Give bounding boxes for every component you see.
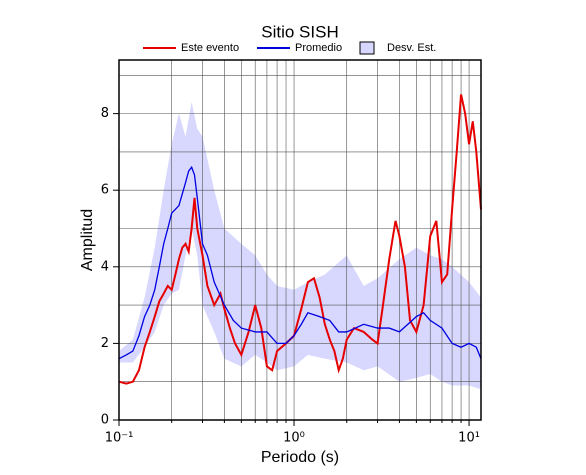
series-line — [118, 165, 482, 360]
x-tick-label: 10⁰ — [283, 431, 305, 446]
y-tick-label: 6 — [101, 183, 109, 198]
plot-frame — [118, 59, 482, 421]
x-tick-label: 10¹ — [458, 431, 480, 446]
y-tick-label: 4 — [101, 259, 109, 274]
legend-label: Desv. Est. — [387, 42, 436, 54]
legend-label: Este evento — [181, 42, 239, 54]
y-tick-label: 0 — [101, 413, 109, 428]
legend-label: Promedio — [295, 42, 342, 54]
chart-title: Sitio SISH — [261, 22, 338, 41]
y-axis-label: Amplitud — [79, 209, 96, 271]
y-tick-label: 8 — [101, 106, 109, 121]
y-tick-label: 2 — [101, 336, 109, 351]
legend-swatch — [359, 41, 375, 55]
x-tick-label: 10⁻¹ — [105, 431, 134, 446]
std-band — [119, 102, 481, 390]
x-axis-label: Periodo (s) — [261, 449, 339, 466]
